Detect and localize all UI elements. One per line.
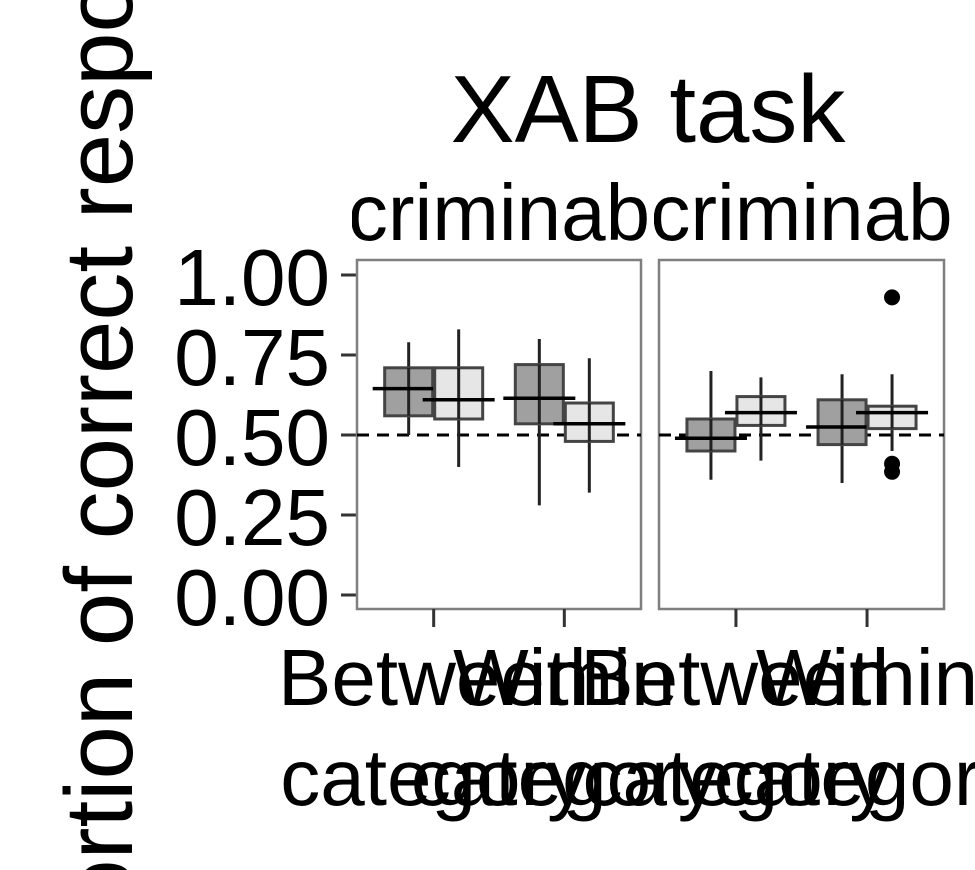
x-tick-label: Between category (278, 633, 589, 822)
facet-strip-label: Discriminability (232, 168, 765, 257)
y-tick-label: 0.50 (174, 393, 330, 482)
box (553, 358, 626, 493)
x-tick-label: Between category (580, 633, 891, 822)
facet-strip-label: Discriminability (535, 168, 975, 257)
box (806, 374, 879, 483)
y-axis-title: Proportion of correct responses (46, 0, 153, 870)
y-tick-label: 0.25 (174, 473, 330, 562)
y-axis-title-clip: Proportion of correct responses (46, 0, 153, 870)
box (724, 377, 797, 461)
box (674, 371, 747, 480)
box (422, 329, 495, 467)
box (503, 339, 576, 506)
facet-panel: Discriminability BetweencategoryWithincat… (535, 168, 975, 822)
box (372, 342, 445, 435)
y-tick-label: 0.75 (174, 313, 330, 402)
outlier-point (884, 289, 901, 306)
chart-title: XAB task (451, 56, 847, 163)
y-tick-label: 0.00 (174, 553, 330, 642)
y-tick-label: 1.00 (174, 233, 330, 322)
y-axis: 0.000.250.500.751.00 (174, 233, 357, 642)
box (856, 289, 929, 480)
outlier-point (884, 463, 901, 480)
